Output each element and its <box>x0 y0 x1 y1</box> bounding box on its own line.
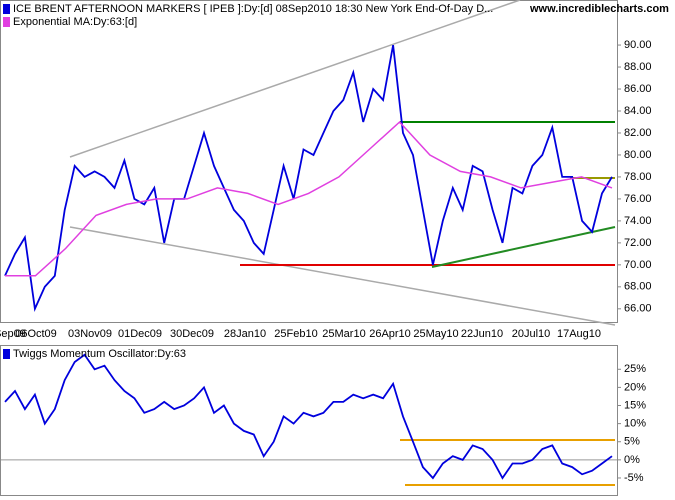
y-tick-label: 80.00 <box>624 149 652 161</box>
legend-label: Twiggs Momentum Oscillator:Dy:63 <box>13 348 186 360</box>
y-tick-label: 72.00 <box>624 237 652 249</box>
x-tick-label: Sep09 <box>0 328 26 340</box>
y-tick-label: 5% <box>624 436 640 448</box>
y-tick-label: 86.00 <box>624 83 652 95</box>
channel-bottom <box>69 226 616 326</box>
legend-swatch <box>3 4 10 14</box>
y-tick-label: 90.00 <box>624 39 652 51</box>
legend-swatch <box>3 349 10 359</box>
x-tick-label: 01Dec09 <box>118 328 162 340</box>
x-tick-label: 25Mar10 <box>322 328 365 340</box>
x-tick-label: 25Feb10 <box>274 328 317 340</box>
x-tick-label: 06Oct09 <box>15 328 57 340</box>
y-tick-label: 70.00 <box>624 259 652 271</box>
x-tick-label: 17Aug10 <box>557 328 601 340</box>
y-tick-label: 68.00 <box>624 281 652 293</box>
series-line <box>4 44 613 313</box>
x-tick-label: 20Jul10 <box>512 328 551 340</box>
y-tick-label: 25% <box>624 363 646 375</box>
y-tick-label: 82.00 <box>624 127 652 139</box>
x-tick-label: 30Dec09 <box>170 328 214 340</box>
y-tick-label: 0% <box>624 454 640 466</box>
trend-lines <box>69 0 616 486</box>
x-tick-label: 26Apr10 <box>369 328 411 340</box>
y-tick-label: 76.00 <box>624 193 652 205</box>
x-tick-label: 25May10 <box>413 328 458 340</box>
y-tick-label: -5% <box>624 472 644 484</box>
y-tick-label: 74.00 <box>624 215 652 227</box>
y-tick-label: 15% <box>624 399 646 411</box>
series-line <box>5 120 613 277</box>
oscillator-frame <box>0 345 618 496</box>
legend-label: ICE BRENT AFTERNOON MARKERS [ IPEB ]:Dy:… <box>13 3 493 15</box>
rising-support <box>431 226 616 268</box>
y-tick-label: 78.00 <box>624 171 652 183</box>
y-tick-label: 20% <box>624 381 646 393</box>
price-frame <box>0 0 618 323</box>
legend-label: Exponential MA:Dy:63:[d] <box>13 16 137 28</box>
x-tick-label: 03Nov09 <box>68 328 112 340</box>
y-tick-label: 10% <box>624 418 646 430</box>
y-tick-label: 66.00 <box>624 303 652 315</box>
watermark: www.incrediblecharts.com <box>529 3 669 15</box>
series-line <box>4 353 613 480</box>
legend-swatch <box>3 17 10 27</box>
channel-top <box>69 0 521 158</box>
x-tick-label: 22Jun10 <box>461 328 503 340</box>
x-tick-label: 28Jan10 <box>224 328 266 340</box>
y-tick-label: 88.00 <box>624 61 652 73</box>
y-tick-label: 84.00 <box>624 105 652 117</box>
